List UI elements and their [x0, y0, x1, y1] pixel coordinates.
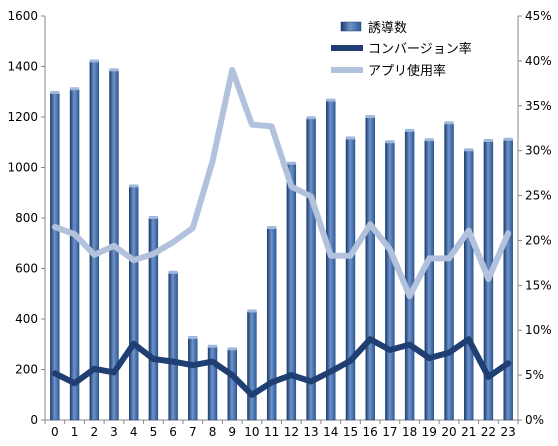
legend: 誘導数 コンバージョン率 アプリ使用率	[331, 21, 472, 79]
conversion-rate-line	[51, 336, 512, 398]
x-tick-label: 23	[501, 425, 516, 439]
y-right-tick-label: 40%	[525, 54, 552, 68]
bar-cap	[503, 137, 513, 141]
bar	[148, 217, 159, 421]
y-left-tick-label: 800	[15, 211, 38, 225]
bar	[385, 142, 395, 421]
y-right-tick-label: 45%	[525, 9, 552, 23]
y-left-tick-label: 200	[15, 363, 38, 377]
x-tick-label: 10	[244, 425, 259, 439]
bar-cap	[483, 138, 493, 142]
legend-label-bars: 誘導数	[368, 21, 407, 36]
bar-cap	[50, 91, 60, 95]
y-left-tick-label: 1200	[7, 110, 38, 124]
bar-cap	[188, 335, 198, 339]
x-tick-label: 12	[284, 425, 299, 439]
y-right-tick-label: 5%	[525, 368, 544, 382]
bar	[207, 346, 218, 421]
bar-cap	[129, 184, 139, 188]
y-left-tick-label: 1400	[7, 60, 38, 74]
x-tick-label: 3	[110, 425, 118, 439]
y-right-tick-label: 10%	[525, 323, 552, 337]
legend-label-conversion: コンバージョン率	[368, 41, 472, 57]
y-right-tick-label: 20%	[525, 233, 552, 247]
x-tick-label: 4	[130, 425, 138, 439]
bar	[168, 272, 178, 421]
x-tick-label: 21	[461, 425, 476, 439]
bar-cap	[306, 116, 316, 120]
x-tick-label: 1	[71, 425, 79, 439]
x-tick-label: 8	[209, 425, 217, 439]
bar-cap	[286, 161, 296, 165]
bar	[444, 123, 454, 421]
y-right-tick-label: 30%	[525, 144, 552, 158]
x-tick-label: 0	[51, 425, 59, 439]
legend-swatch-bars	[340, 21, 362, 32]
x-tick-label: 15	[343, 425, 358, 439]
bar-cap	[385, 140, 395, 144]
bar	[424, 140, 435, 421]
bar-cap	[365, 115, 375, 118]
x-tick-label: 19	[422, 425, 437, 439]
y-right-tick-label: 0%	[525, 413, 544, 427]
bar-cap	[109, 68, 119, 72]
app-usage-line	[51, 66, 512, 300]
bar-cap	[405, 128, 415, 132]
bar-cap	[227, 347, 237, 351]
bar-cap	[89, 59, 99, 63]
bar	[464, 150, 474, 421]
bar	[128, 186, 139, 421]
y-right-tick-label: 35%	[525, 99, 552, 113]
bar-cap	[70, 87, 80, 91]
bar-cap	[168, 270, 178, 274]
bar-cap	[345, 136, 355, 140]
y-right-tick-label: 25%	[525, 189, 552, 203]
bar-cap	[444, 121, 454, 125]
bar	[227, 349, 237, 421]
bar-cap	[424, 138, 434, 142]
x-tick-label: 5	[150, 425, 158, 439]
bar	[306, 118, 316, 421]
x-tick-label: 22	[481, 425, 496, 439]
bar	[247, 311, 257, 421]
bar	[365, 116, 375, 421]
x-tick-label: 7	[189, 425, 197, 439]
bar	[345, 138, 356, 421]
bar-cap	[148, 216, 158, 219]
x-tick-label: 14	[323, 425, 338, 439]
legend-label-app: アプリ使用率	[368, 63, 446, 79]
axes: 020040060080010001200140016000%5%10%15%2…	[7, 9, 551, 439]
y-left-tick-label: 0	[30, 413, 38, 427]
line-series	[51, 66, 512, 398]
x-tick-label: 6	[169, 425, 177, 439]
x-tick-label: 16	[363, 425, 378, 439]
bar	[404, 130, 415, 421]
y-left-tick-label: 600	[15, 262, 38, 276]
bar-series	[50, 59, 513, 421]
x-tick-label: 13	[303, 425, 318, 439]
bar	[69, 89, 80, 421]
bar-cap	[208, 344, 218, 348]
bar	[188, 337, 198, 421]
bar-cap	[464, 148, 474, 152]
x-tick-label: 17	[382, 425, 397, 439]
bar	[286, 163, 297, 421]
y-left-tick-label: 400	[15, 312, 38, 326]
x-tick-label: 2	[90, 425, 98, 439]
bar-cap	[267, 226, 277, 230]
x-tick-label: 20	[441, 425, 456, 439]
bar	[503, 139, 513, 421]
x-tick-label: 11	[264, 425, 279, 439]
y-left-tick-label: 1600	[7, 9, 38, 23]
bar	[266, 227, 277, 421]
x-tick-label: 18	[402, 425, 417, 439]
x-tick-label: 9	[228, 425, 236, 439]
bar-cap	[247, 309, 257, 313]
bar-cap	[326, 98, 336, 102]
y-right-tick-label: 15%	[525, 278, 552, 292]
y-left-tick-label: 1000	[7, 161, 38, 175]
